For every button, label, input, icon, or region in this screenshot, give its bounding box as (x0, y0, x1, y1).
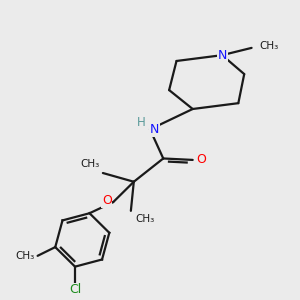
Text: N: N (150, 123, 159, 136)
Text: O: O (102, 194, 112, 207)
Text: O: O (196, 153, 206, 167)
Text: H: H (137, 116, 146, 130)
Text: CH₃: CH₃ (259, 41, 278, 51)
Text: Cl: Cl (69, 284, 81, 296)
Text: N: N (218, 49, 227, 62)
Text: CH₃: CH₃ (15, 251, 34, 261)
Text: CH₃: CH₃ (135, 214, 154, 224)
Text: CH₃: CH₃ (81, 159, 100, 169)
